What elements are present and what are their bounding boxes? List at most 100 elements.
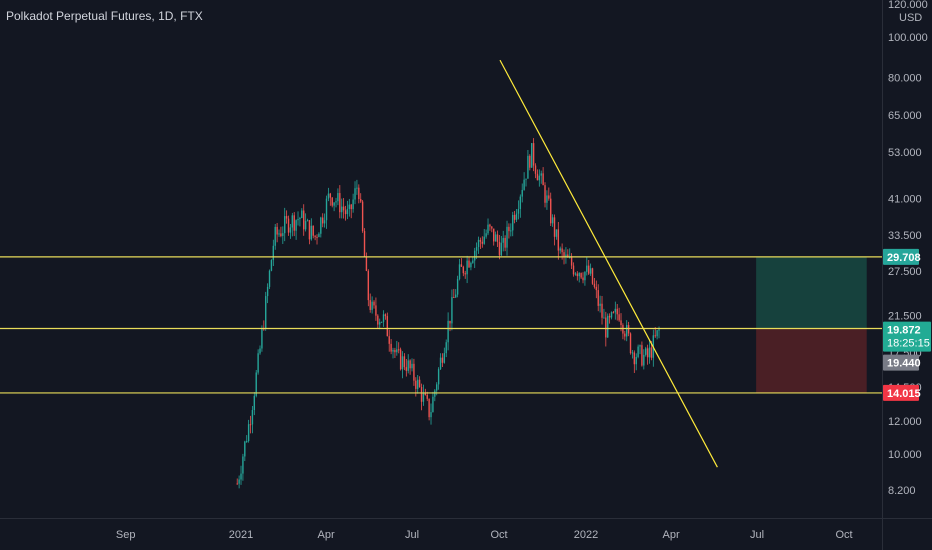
candle-body [460, 264, 463, 267]
candle-body [597, 290, 599, 306]
candle-body [312, 225, 314, 236]
candle-body [582, 277, 584, 281]
candle-body [479, 239, 482, 242]
candle-body [377, 315, 379, 325]
y-tick-label: 65.000 [888, 110, 922, 122]
candle-body [384, 314, 387, 317]
candle-body [496, 234, 499, 242]
candle-body [382, 314, 385, 322]
candle-body [523, 179, 525, 190]
target-label-bg [883, 248, 919, 265]
candle-body [635, 356, 637, 365]
candle-body [367, 270, 370, 301]
y-tick-label: 120.000 [888, 0, 928, 11]
candle-body [576, 273, 579, 277]
candle-body [274, 226, 276, 246]
candle-body [278, 233, 280, 235]
secondary-price-bg [883, 354, 919, 371]
candle-body [525, 178, 527, 180]
candle-body [365, 257, 368, 271]
candle-body [445, 342, 447, 354]
candle-body [510, 230, 512, 232]
candle-body [595, 286, 598, 291]
candle-body [548, 195, 550, 199]
candle-body [244, 441, 246, 457]
candle-body [282, 233, 284, 237]
candle-body [299, 218, 301, 220]
candle-body [323, 220, 326, 224]
candle-body [489, 224, 491, 227]
candle-body [333, 202, 335, 206]
candle-body [415, 380, 417, 389]
candle-body [285, 216, 288, 219]
candle-body [483, 236, 485, 244]
candle-body [358, 187, 360, 200]
candle-body [572, 265, 575, 275]
candle-body [436, 384, 438, 391]
candle-body [432, 396, 434, 413]
candle-body [434, 390, 436, 397]
trendline [499, 59, 718, 468]
candle-body [588, 265, 590, 274]
candle-body [310, 225, 313, 240]
candle-body [561, 248, 563, 253]
stop-label-bg [883, 384, 919, 401]
candle-body [335, 201, 337, 203]
candle-body [407, 360, 409, 371]
candle-body [441, 357, 444, 363]
candle-body [268, 270, 271, 287]
candle-body [297, 219, 299, 221]
candle-body [637, 346, 639, 357]
x-tick-label: Oct [835, 529, 852, 541]
candle-body [418, 379, 421, 387]
candle-body [512, 214, 514, 231]
candle-body [253, 395, 256, 411]
candle-body [396, 349, 398, 353]
candle-body [403, 356, 406, 368]
candle-body [472, 260, 474, 263]
candle-body [308, 220, 311, 240]
candle-body [390, 343, 392, 352]
candle-body [646, 348, 649, 358]
candle-body [517, 208, 520, 214]
candle-body [361, 201, 364, 231]
candle-body [426, 394, 428, 399]
candle-body [280, 233, 282, 237]
y-tick-label: 10.000 [888, 449, 922, 461]
candle-body [521, 189, 523, 197]
candle-body [563, 252, 565, 257]
candle-body [544, 185, 546, 203]
candle-body [238, 479, 240, 484]
candle-body [392, 349, 394, 352]
candle-body [519, 196, 522, 209]
candle-body [468, 260, 470, 268]
last-price-label: 19.872 [887, 325, 921, 337]
candle-body [570, 257, 573, 266]
candle-body [284, 216, 286, 234]
candle-body [342, 206, 345, 211]
candle-body [316, 236, 318, 238]
candle-body [654, 335, 656, 337]
candle-body [586, 265, 588, 272]
candle-body [493, 228, 495, 242]
candle-body [272, 245, 275, 261]
candle-body [320, 217, 322, 234]
y-tick-label: 8.200 [888, 485, 916, 497]
candle-body [477, 239, 480, 248]
candle-body [399, 349, 402, 370]
candle-body [650, 347, 653, 358]
candle-body [458, 264, 461, 280]
candle-body [428, 398, 430, 418]
candle-body [584, 271, 586, 281]
x-tick-label: Oct [490, 529, 507, 541]
candle-body [331, 197, 333, 206]
y-tick-label: 21.500 [888, 310, 922, 322]
candle-body [363, 230, 366, 258]
candle-body [350, 204, 352, 210]
candle-body [388, 336, 390, 344]
candle-body [356, 187, 358, 189]
y-tick-label: 27.500 [888, 266, 922, 278]
candle-body [322, 217, 324, 224]
x-tick-label: Sep [116, 529, 136, 541]
